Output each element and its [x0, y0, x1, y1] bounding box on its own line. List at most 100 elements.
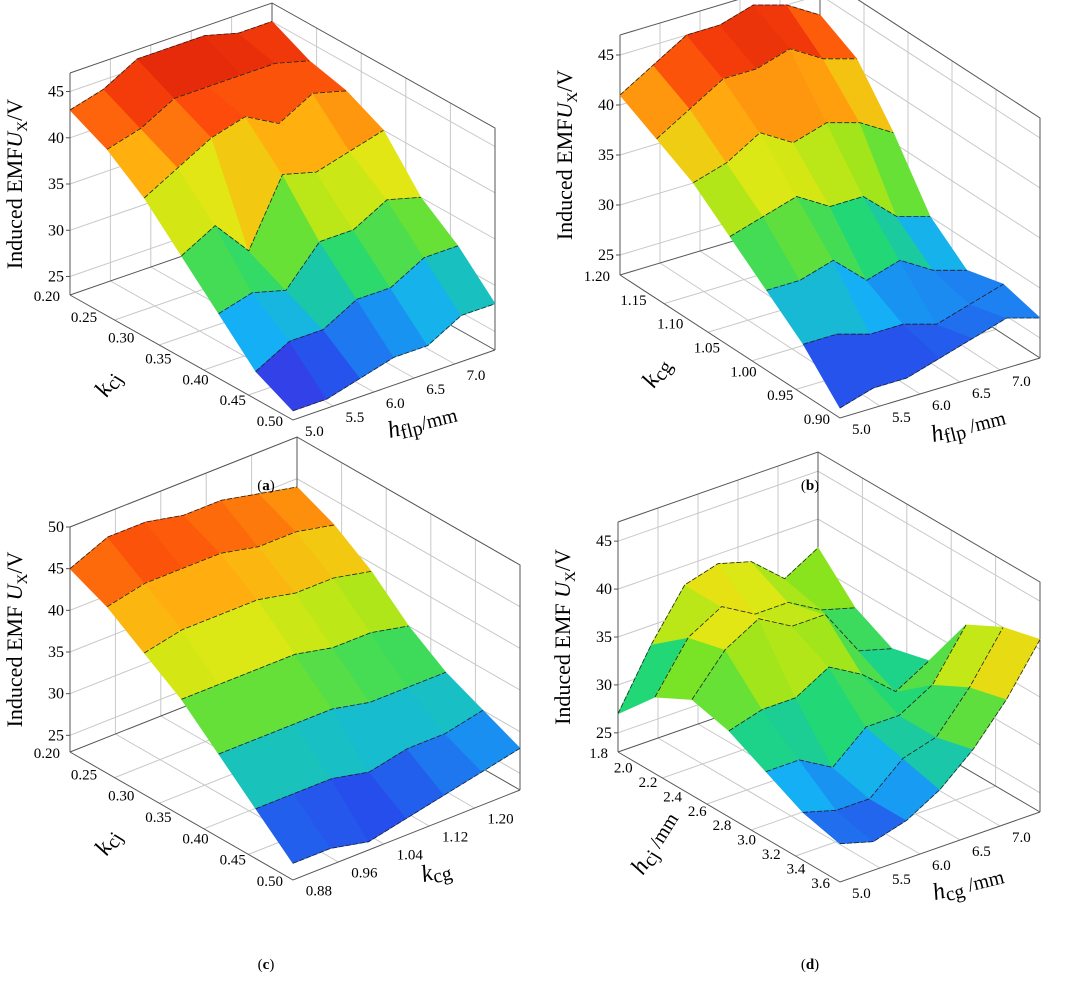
contour-line [69, 486, 298, 570]
left-axis-tick-label: 0.45 [220, 853, 246, 869]
left-axis-label: hcj /mm [626, 807, 687, 881]
contour-line [181, 625, 409, 700]
left-axis-tick-label: 0.50 [257, 874, 283, 890]
right-axis-tick-label: 5.5 [892, 410, 911, 426]
contour-line [292, 303, 496, 412]
chart-panel-d: 25 30 35 40 45 Induced EMF UX/V 1.8 2.0 2.2 2.4 2.… [550, 451, 1041, 909]
left-axis-label: kcg [637, 353, 677, 393]
right-axis-tick-label: 6.5 [972, 844, 991, 860]
z-axis-label: Induced EMFUX/V [2, 99, 31, 269]
left-axis-tick-label: 1.05 [694, 341, 720, 357]
z-tick-label: 40 [596, 581, 612, 598]
contour-line [144, 570, 372, 654]
panel-label-c: (c) [257, 957, 275, 973]
contour-line [802, 627, 1004, 813]
z-tick-label: 45 [598, 47, 614, 64]
left-axis-tick-label: 1.20 [584, 269, 610, 285]
left-axis-tick-label: 3.0 [737, 833, 756, 849]
chart-panel-b: 25 30 35 40 45 Induced EMFUX/V 1.20 1.15 1.10 1.0… [552, 0, 1042, 451]
left-axis-tick-label: 0.30 [108, 789, 134, 805]
right-axis-tick-label: 7.0 [467, 368, 486, 384]
box-top-edge [69, 2, 496, 350]
right-axis-label: hflp /mm [928, 404, 1009, 451]
left-axis-tick-label: 2.2 [639, 775, 658, 791]
left-axis-tick-label: 0.40 [182, 831, 208, 847]
z-axis-label: Induced EMF UX/V [550, 549, 579, 725]
left-axis-tick-label: 2.4 [663, 789, 682, 805]
wall-right-b [820, 0, 1040, 358]
z-tick-label: 50 [48, 519, 64, 536]
contour-line [654, 601, 856, 698]
z-tick-label: 35 [48, 644, 64, 661]
surface-b [619, 4, 1042, 409]
contour-line [691, 614, 893, 700]
z-tick-label: 45 [48, 84, 64, 101]
contour-line [803, 283, 1004, 345]
right-axis-tick-label: 7.0 [1012, 830, 1031, 846]
z-tick-label: 25 [48, 727, 64, 744]
contour-line [728, 660, 930, 732]
contour-line [656, 48, 857, 140]
surface-d [617, 547, 1041, 845]
left-axis-tick-label: 0.40 [182, 372, 208, 388]
left-axis-tick-label: 0.25 [71, 767, 97, 783]
z-axis-label: Induced EMF UX/V [2, 551, 31, 727]
left-axis-tick-label: 3.2 [762, 847, 781, 863]
right-axis-tick-label: 6.0 [386, 396, 405, 412]
contour-line [106, 60, 310, 150]
z-tick-label: 40 [48, 130, 64, 147]
box-top-edge [619, 0, 1041, 358]
contour-line [619, 4, 821, 96]
right-axis-tick-label: 5.5 [892, 872, 911, 888]
z-tick-label: 25 [48, 269, 64, 286]
left-axis-tick-label: 3.4 [787, 862, 806, 878]
box-top-edge [617, 451, 1041, 812]
left-axis-tick-label: 1.8 [589, 746, 608, 762]
left-axis-tick-label: 1.15 [620, 293, 646, 309]
contour-line [106, 524, 335, 608]
panel-label-a: (a) [257, 478, 275, 494]
right-axis-tick-label: 0.88 [306, 883, 332, 899]
z-tick-label: 35 [598, 147, 614, 164]
right-axis-label: kcg [419, 856, 455, 891]
right-axis-tick-label: 1.12 [442, 829, 468, 845]
right-axis-tick-label: 6.0 [932, 858, 951, 874]
floor-edge [617, 751, 1041, 883]
contour-line [766, 259, 967, 291]
z-tick-label: 25 [596, 725, 612, 742]
z-tick-label: 30 [598, 197, 614, 214]
left-axis-tick-label: 0.50 [257, 414, 283, 430]
right-axis-tick-label: 5.5 [345, 410, 364, 426]
floor-edge [619, 274, 1041, 419]
z-tick-label: 30 [48, 222, 64, 239]
left-axis-tick-label: 2.6 [688, 804, 707, 820]
left-axis-tick-label: 0.90 [804, 412, 830, 428]
right-axis-label: hcg /mm [930, 863, 1008, 909]
floor-edge [69, 751, 521, 881]
left-axis-tick-label: 0.45 [220, 393, 246, 409]
contour-line [181, 129, 384, 257]
left-axis-tick-label: 0.20 [34, 289, 60, 305]
z-axis-label: Induced EMFUX/V [552, 70, 581, 240]
surface-patch [969, 283, 1042, 319]
contour-line [765, 624, 967, 772]
surface-c [69, 486, 521, 864]
left-axis-tick-label: 0.30 [108, 331, 134, 347]
contour-line [839, 317, 1040, 409]
left-axis-tick-label: 1.10 [657, 317, 683, 333]
left-axis-tick-label: 3.6 [811, 876, 830, 892]
left-axis-label: kcj [90, 825, 128, 862]
contour-line [144, 90, 347, 199]
left-axis-tick-label: 2.8 [713, 818, 732, 834]
contour-line [69, 21, 273, 111]
z-tick-label: 30 [48, 686, 64, 703]
contour-line [255, 709, 484, 810]
right-axis-tick-label: 5.0 [305, 424, 324, 440]
right-axis-tick-label: 6.5 [426, 382, 445, 398]
left-axis-tick-label: 1.00 [730, 364, 756, 380]
z-tick-label: 30 [596, 677, 612, 694]
z-tick-label: 35 [596, 629, 612, 646]
right-axis-tick-label: 1.04 [397, 847, 424, 863]
right-axis-tick-label: 5.0 [852, 422, 871, 438]
